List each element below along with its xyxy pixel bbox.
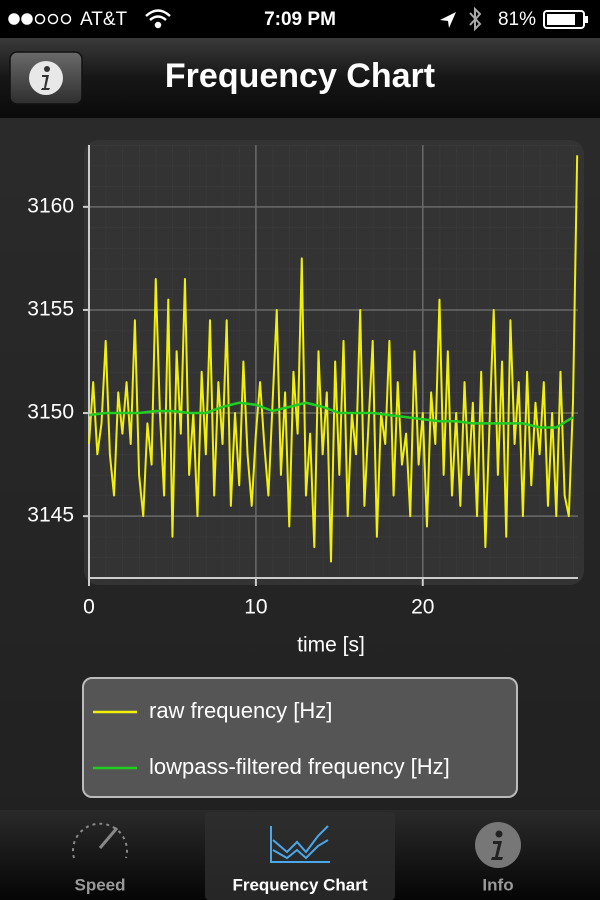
data-line [88,401,574,429]
wifi-icon [145,9,171,29]
chart: 3145 3150 3155 3160 0 10 20 time [s] [27,145,579,657]
data-line [88,155,579,563]
tab-label: Frequency Chart [232,875,367,894]
x-tick-label: 10 [244,596,267,619]
y-tick-label: 3145 [27,504,74,527]
minor-grid [89,145,578,578]
speed-tab[interactable]: Speed [72,822,128,895]
clock: 7:09 PM [264,9,336,30]
speed-icon [72,822,128,859]
tab-label: Info [482,875,513,894]
bluetooth-icon [469,6,482,32]
info-icon-dot [495,830,503,838]
signal-dots [8,13,72,25]
frequency-tab[interactable]: Frequency Chart [232,825,368,894]
frequency-icon [270,825,330,863]
legend: raw frequency [Hz] lowpass-filtered frequ… [93,698,450,779]
x-tick-label: 0 [83,596,95,619]
info-tab[interactable]: Info [475,822,521,894]
location-icon [440,12,456,28]
y-tick-label: 3160 [27,194,74,217]
tab-selected-bg [205,812,395,900]
status-bar [0,0,600,38]
x-axis-title: time [s] [297,634,365,657]
battery-percent: 81% [498,9,536,30]
legend-label: raw frequency [Hz] [149,698,332,723]
info-button[interactable] [9,51,83,105]
battery-icon [543,10,588,29]
nav-title: Frequency Chart [165,57,435,95]
tab-label: Speed [74,875,125,894]
y-tick-label: 3150 [27,401,74,424]
nav-bar [0,38,600,118]
y-tick-label: 3155 [27,297,74,320]
legend-box [82,677,518,798]
legend-label: lowpass-filtered frequency [Hz] [149,754,450,779]
carrier: AT&T [80,9,128,30]
x-tick-label: 20 [411,596,434,619]
info-icon-stem [491,841,503,860]
